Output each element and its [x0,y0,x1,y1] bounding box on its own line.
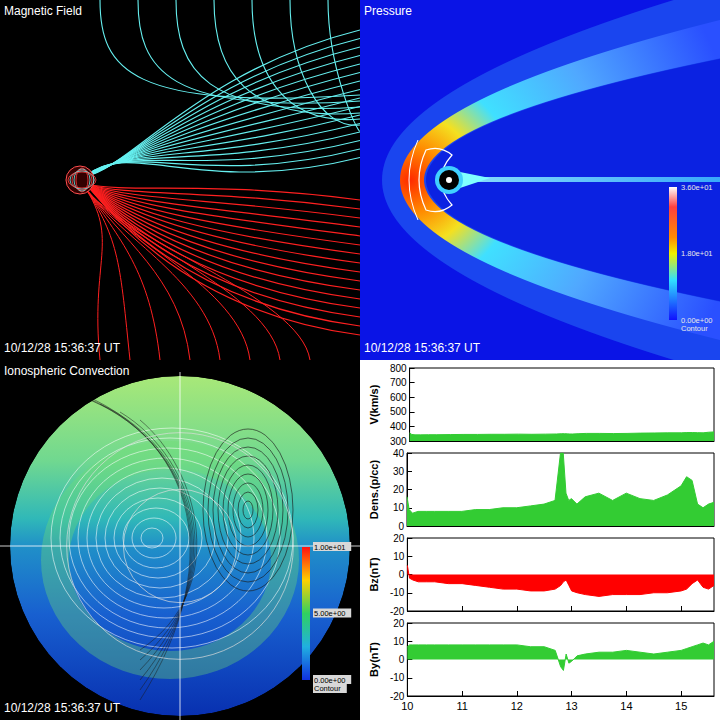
svg-text:-20: -20 [389,690,405,702]
svg-text:10/12/28 15:36:37 UT: 10/12/28 15:36:37 UT [364,341,481,355]
svg-text:30: 30 [393,466,405,477]
svg-text:0: 0 [398,521,404,532]
svg-text:-10: -10 [390,672,405,683]
svg-text:14: 14 [620,700,632,712]
svg-text:Contour: Contour [314,684,341,693]
svg-text:V(km/s): V(km/s) [368,384,380,424]
svg-text:-10: -10 [390,587,405,598]
svg-text:Pressure: Pressure [364,4,412,18]
svg-text:400: 400 [390,421,407,432]
svg-text:Bz(nT): Bz(nT) [368,557,380,592]
svg-text:0.00e+00: 0.00e+00 [681,315,713,325]
svg-text:Ionospheric Convection: Ionospheric Convection [4,364,129,378]
svg-text:10/12/28 15:36:37 UT: 10/12/28 15:36:37 UT [4,341,121,355]
svg-text:10: 10 [393,502,405,513]
svg-text:300: 300 [390,436,407,447]
svg-text:12: 12 [511,700,523,712]
svg-text:15: 15 [675,700,687,712]
svg-text:13: 13 [566,700,578,712]
svg-text:20: 20 [393,618,405,629]
svg-text:3.60e+01: 3.60e+01 [681,183,713,192]
svg-text:20: 20 [393,484,405,495]
svg-text:10: 10 [393,551,405,562]
svg-text:-20: -20 [390,606,405,617]
svg-text:Magnetic Field: Magnetic Field [4,4,82,18]
svg-text:800: 800 [390,363,407,374]
svg-text:Contour: Contour [681,324,708,333]
svg-text:0.00e+00: 0.00e+00 [314,675,346,685]
svg-text:11: 11 [456,700,467,712]
svg-text:Dens.(p/cc): Dens.(p/cc) [368,460,380,520]
svg-text:0: 0 [399,569,405,580]
svg-text:600: 600 [390,392,407,403]
svg-text:10: 10 [393,636,405,647]
svg-text:700: 700 [390,377,407,388]
svg-text:0: 0 [399,654,405,665]
svg-text:10: 10 [401,700,413,712]
svg-text:40: 40 [393,448,405,459]
svg-text:500: 500 [390,406,407,417]
svg-text:1.00e+01: 1.00e+01 [314,543,346,552]
svg-text:20: 20 [393,533,405,544]
svg-text:1.80e+01: 1.80e+01 [681,249,713,258]
svg-text:10/12/28 15:36:37 UT: 10/12/28 15:36:37 UT [4,701,121,715]
svg-text:By(nT): By(nT) [368,642,380,677]
svg-text:5.00e+00: 5.00e+00 [314,609,346,618]
